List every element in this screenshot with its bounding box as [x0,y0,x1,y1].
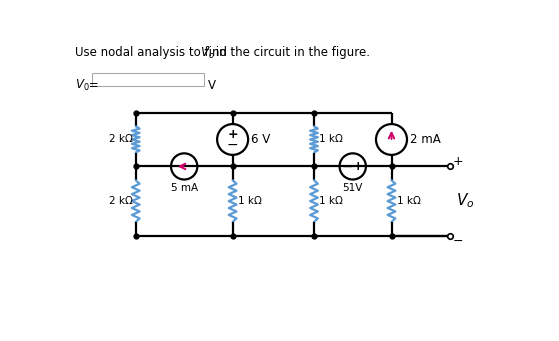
Text: Use nodal analysis to find: Use nodal analysis to find [75,46,231,59]
Text: $V_o$: $V_o$ [200,46,215,61]
Text: −: − [342,160,353,174]
Text: +: + [228,128,238,140]
Text: 2 mA: 2 mA [410,133,441,146]
Text: 1 kΩ: 1 kΩ [319,196,343,206]
Text: in the circuit in the figure.: in the circuit in the figure. [212,46,369,59]
Text: V: V [208,79,216,92]
Text: −: − [453,235,463,248]
Text: $V_o$: $V_o$ [456,192,474,210]
Text: 2 kΩ: 2 kΩ [108,196,132,206]
Text: 5 mA: 5 mA [170,182,198,193]
Text: 51V: 51V [343,182,363,193]
Text: −: − [227,138,239,152]
Text: =: = [84,79,98,92]
FancyBboxPatch shape [92,73,204,86]
Text: +: + [353,160,363,173]
Text: 1 kΩ: 1 kΩ [319,134,343,145]
Text: $V_0$: $V_0$ [75,78,90,93]
Text: 1 kΩ: 1 kΩ [397,196,421,206]
Text: +: + [453,154,463,167]
Text: 2 kΩ: 2 kΩ [108,134,132,145]
Text: 1 kΩ: 1 kΩ [238,196,262,206]
Text: 6 V: 6 V [251,133,271,146]
